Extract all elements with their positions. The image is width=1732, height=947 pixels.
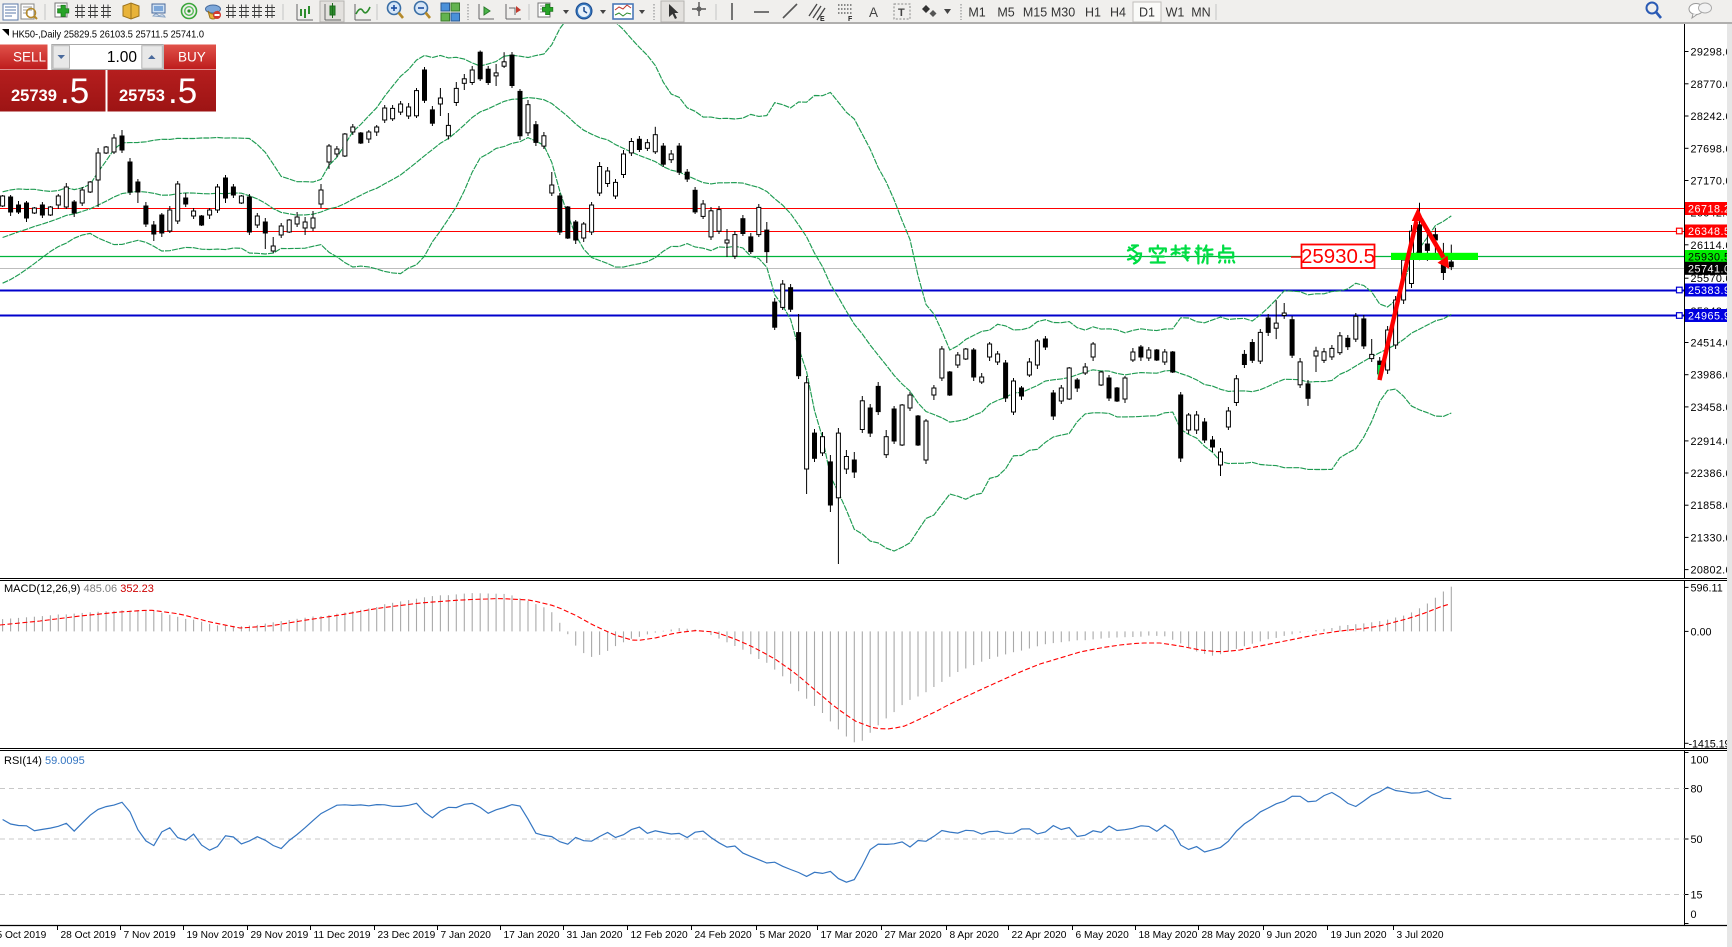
svg-text:596.11: 596.11	[1691, 582, 1723, 594]
svg-text:17 Jan 2020: 17 Jan 2020	[504, 930, 560, 941]
svg-text:11 Dec 2019: 11 Dec 2019	[314, 930, 371, 941]
svg-text:-1415.19: -1415.19	[1689, 738, 1731, 750]
svg-text:15: 15	[1691, 890, 1703, 902]
svg-text:1.00: 1.00	[107, 49, 138, 66]
svg-text:28770.0: 28770.0	[1691, 79, 1732, 91]
svg-text:7 Nov 2019: 7 Nov 2019	[124, 930, 176, 941]
svg-text:0.00: 0.00	[1691, 626, 1712, 638]
svg-text:T: T	[898, 7, 905, 19]
svg-text:F: F	[848, 16, 853, 23]
svg-text:19 Nov 2019: 19 Nov 2019	[187, 930, 245, 941]
svg-text:W1: W1	[1166, 6, 1185, 20]
svg-text:21858.0: 21858.0	[1691, 500, 1732, 512]
svg-text:25930.5: 25930.5	[1301, 245, 1375, 268]
svg-text:H1: H1	[1085, 6, 1101, 20]
svg-text:RSI(14) 59.0095: RSI(14) 59.0095	[4, 755, 85, 767]
svg-text:D1: D1	[1139, 6, 1155, 20]
svg-text:E: E	[820, 16, 825, 23]
svg-text:7 Jan 2020: 7 Jan 2020	[441, 930, 492, 941]
svg-text:23458.0: 23458.0	[1691, 402, 1732, 414]
svg-text:22914.0: 22914.0	[1691, 436, 1732, 448]
svg-text:80: 80	[1691, 784, 1703, 796]
svg-text:8 Apr 2020: 8 Apr 2020	[950, 930, 1000, 941]
svg-text:28 May 2020: 28 May 2020	[1202, 930, 1261, 941]
svg-text:26114.0: 26114.0	[1691, 240, 1732, 252]
svg-text:28242.0: 28242.0	[1691, 111, 1732, 123]
svg-text:50: 50	[1691, 834, 1703, 846]
svg-text:31 Jan 2020: 31 Jan 2020	[567, 930, 623, 941]
svg-text:18 May 2020: 18 May 2020	[1139, 930, 1198, 941]
svg-text:9 Jun 2020: 9 Jun 2020	[1267, 930, 1318, 941]
svg-text:24 Feb 2020: 24 Feb 2020	[695, 930, 753, 941]
svg-text:17 Mar 2020: 17 Mar 2020	[821, 930, 879, 941]
svg-text:24514.0: 24514.0	[1691, 338, 1732, 350]
svg-text:A: A	[869, 5, 878, 20]
svg-text:29298.0: 29298.0	[1691, 47, 1732, 59]
svg-text:20802.0: 20802.0	[1691, 565, 1732, 577]
svg-text:M30: M30	[1051, 6, 1075, 20]
svg-text:29 Nov 2019: 29 Nov 2019	[251, 930, 309, 941]
svg-text:28 Oct 2019: 28 Oct 2019	[61, 930, 117, 941]
svg-text:6 May 2020: 6 May 2020	[1076, 930, 1130, 941]
svg-text:25753: 25753	[119, 87, 165, 105]
svg-text:27698.0: 27698.0	[1691, 143, 1732, 155]
svg-text:MACD(12,26,9) 485.06 352.23: MACD(12,26,9) 485.06 352.23	[4, 583, 154, 595]
svg-text:H4: H4	[1110, 6, 1126, 20]
svg-text:27170.0: 27170.0	[1691, 176, 1732, 188]
svg-text:26718.2: 26718.2	[1688, 204, 1730, 216]
svg-text:21330.0: 21330.0	[1691, 532, 1732, 544]
svg-text:SELL: SELL	[13, 50, 47, 65]
svg-text:27 Mar 2020: 27 Mar 2020	[885, 930, 943, 941]
svg-text:HK50-,Daily 25829.5 26103.5 2: HK50-,Daily 25829.5 26103.5 25711.5 2574…	[12, 29, 204, 41]
svg-text:25741.0: 25741.0	[1688, 263, 1730, 275]
svg-text:19 Jun 2020: 19 Jun 2020	[1331, 930, 1387, 941]
svg-text:25930.5: 25930.5	[1688, 252, 1730, 264]
svg-text:3 Jul 2020: 3 Jul 2020	[1397, 930, 1444, 941]
svg-text:BUY: BUY	[178, 50, 206, 65]
svg-text:.5: .5	[168, 72, 197, 111]
svg-text:22 Apr 2020: 22 Apr 2020	[1012, 930, 1067, 941]
svg-text:23 Dec 2019: 23 Dec 2019	[378, 930, 436, 941]
svg-text:M1: M1	[968, 6, 985, 20]
svg-text:25383.9: 25383.9	[1688, 285, 1730, 297]
svg-text:0: 0	[1691, 909, 1697, 921]
svg-text:22386.0: 22386.0	[1691, 468, 1732, 480]
svg-text:24965.9: 24965.9	[1688, 311, 1730, 323]
svg-text:MN: MN	[1191, 6, 1210, 20]
svg-text:12 Feb 2020: 12 Feb 2020	[631, 930, 689, 941]
svg-text:25739: 25739	[11, 87, 57, 105]
svg-text:26348.5: 26348.5	[1688, 226, 1730, 238]
svg-text:5 Mar 2020: 5 Mar 2020	[760, 930, 812, 941]
svg-text:.5: .5	[60, 72, 89, 111]
svg-text:M15: M15	[1023, 6, 1047, 20]
svg-text:25570.0: 25570.0	[1691, 273, 1732, 285]
svg-text:100: 100	[1691, 755, 1709, 767]
svg-text:23986.0: 23986.0	[1691, 370, 1732, 382]
svg-text:M5: M5	[997, 6, 1014, 20]
svg-text:5 Oct 2019: 5 Oct 2019	[0, 930, 47, 941]
